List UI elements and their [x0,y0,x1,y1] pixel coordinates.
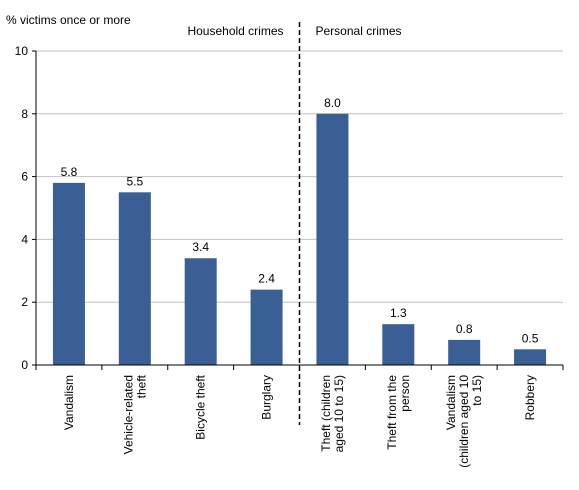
category-label-line: Vehicle-related [121,375,135,454]
section-label: Household crimes [187,24,283,38]
y-tick-label: 0 [21,358,28,372]
category-label: Vehicle-related theft [121,374,148,454]
category-label: Vandalism [62,375,76,430]
category-label: Bicycle theft [194,374,208,439]
category-label-line: Theft (children [319,375,333,452]
bar [448,339,481,365]
y-tick-label: 2 [21,295,28,309]
bar [52,182,85,365]
category-label: Robbery [523,375,537,420]
category-label-line: theft [134,374,148,398]
bar [184,258,217,365]
category-label: Theft from the person [385,375,412,450]
y-tick-label: 8 [21,107,28,121]
y-tick-label: 10 [15,44,29,58]
category-label: Theft (children aged 10 to 15) [319,375,346,452]
category-label-line: Burglary [260,375,274,420]
bars [52,113,547,365]
y-tick-label: 4 [21,232,28,246]
data-label: 0.5 [522,331,539,345]
bar [118,192,151,365]
section-label: Personal crimes [316,24,402,38]
bar [250,289,283,365]
data-label: 5.5 [126,174,143,188]
y-tick-label: 6 [21,170,28,184]
category-label-line: aged 10 to 15) [332,375,346,452]
axes [32,22,564,425]
bar [382,324,415,365]
data-label: 5.8 [61,165,78,179]
data-label: 3.4 [192,240,209,254]
y-axis-title: % victims once or more [6,13,131,27]
data-label: 0.8 [456,322,473,336]
category-label: Vandalism (children aged 10 to 15) [444,375,484,468]
category-label-line: Robbery [523,375,537,420]
data-label: 8.0 [324,96,341,110]
category-label-line: person [398,375,412,412]
data-label: 2.4 [258,272,275,286]
bar [514,349,547,365]
category-label-line: Vandalism [62,375,76,430]
bar [316,113,349,365]
data-label: 1.3 [390,306,407,320]
category-label-line: to 15) [470,375,484,406]
category-label-line: Vandalism [444,375,458,430]
category-label-line: (children aged 10 [457,375,471,468]
category-label-line: Bicycle theft [194,374,208,439]
category-label: Burglary [260,375,274,420]
labels: 0 2 4 6 8 10 5.8 Vandalism 5.5 Vehicle-related the… [15,24,539,468]
category-label-line: Theft from the [385,375,399,450]
